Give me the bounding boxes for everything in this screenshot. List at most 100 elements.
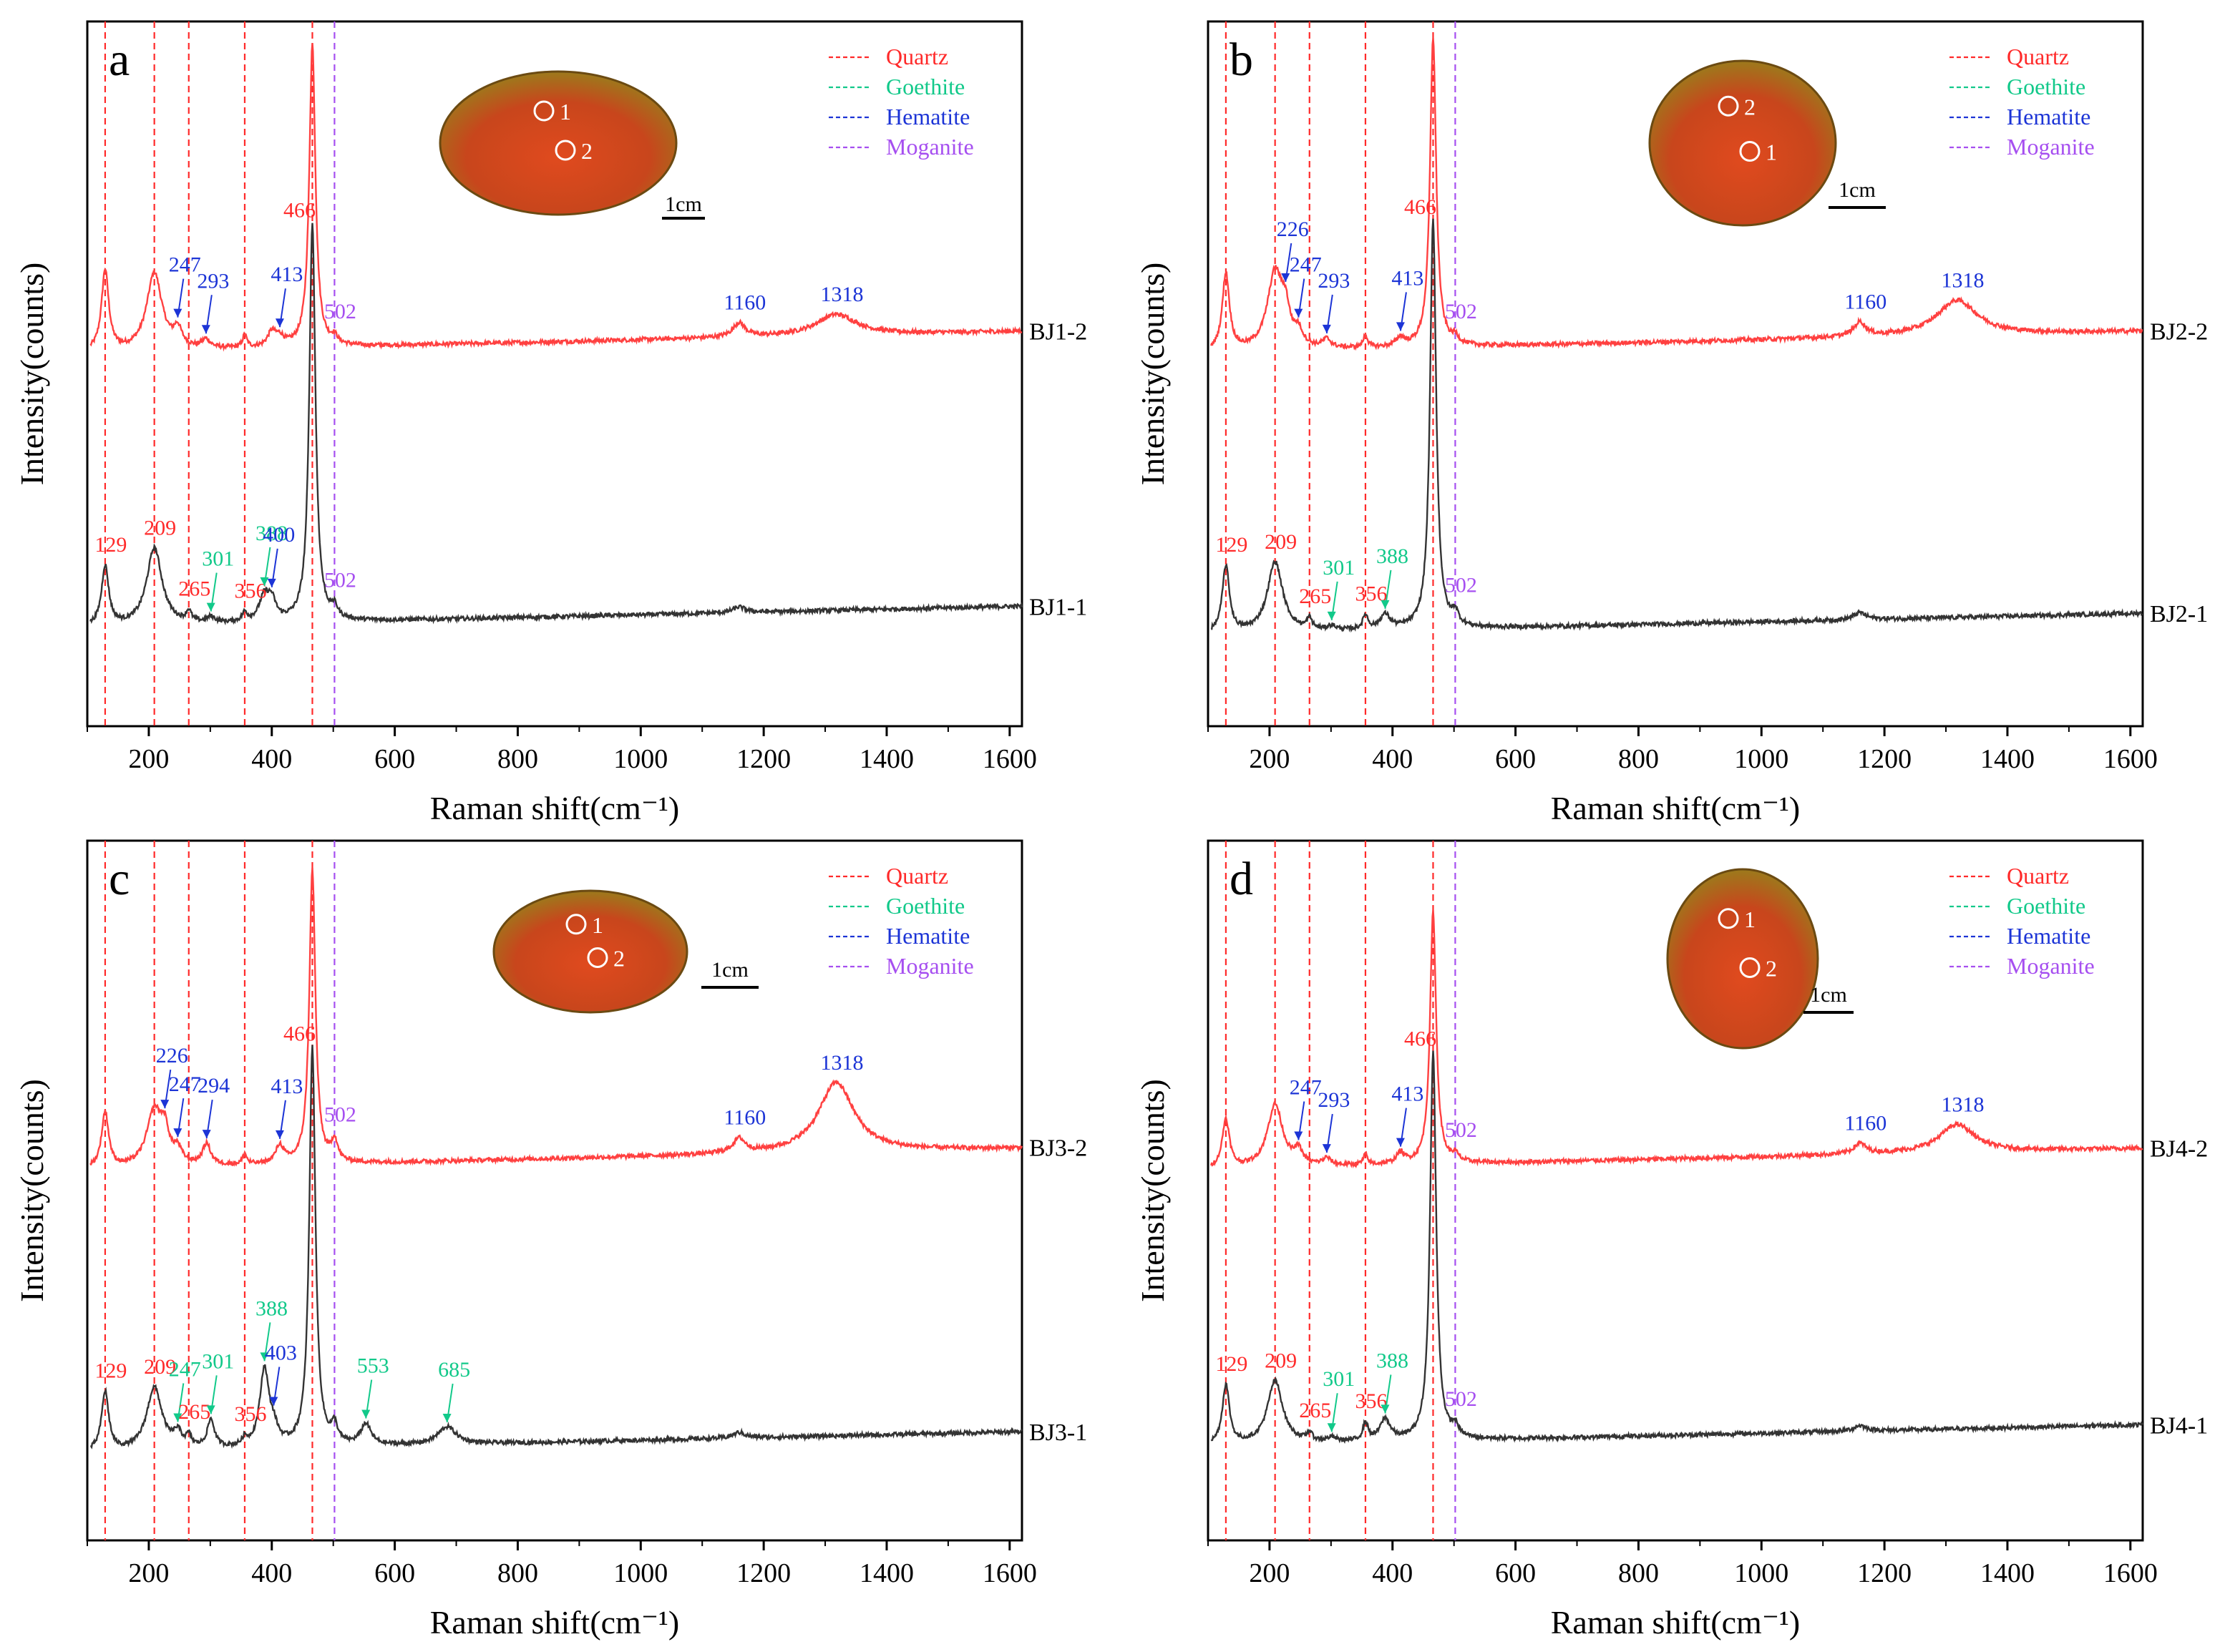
series-label-BJ3-1: BJ3-1	[1029, 1419, 1087, 1446]
peak-arrowhead	[361, 1409, 371, 1419]
legend-label-moganite: Moganite	[2007, 134, 2095, 160]
peak-arrowhead	[1396, 322, 1405, 331]
x-tick-label: 1400	[860, 744, 914, 774]
series-line-BJ4-1	[1210, 1050, 2144, 1445]
x-tick-label: 200	[128, 744, 169, 774]
plot-frame	[86, 839, 1023, 1542]
x-tick-label: 1200	[736, 1558, 791, 1588]
peak-label-502: 502	[1445, 1387, 1477, 1411]
peak-arrowhead	[1281, 273, 1290, 283]
legend-label-goethite: Goethite	[2007, 893, 2085, 919]
peak-label-265: 265	[1299, 585, 1331, 608]
plot-frame	[86, 20, 1023, 728]
sample-spot-label: 2	[613, 946, 625, 972]
peak-label-209: 209	[144, 1355, 176, 1379]
x-tick-label: 800	[1618, 1558, 1659, 1588]
peak-label-293: 293	[1318, 269, 1350, 293]
sample-spot	[565, 914, 587, 935]
x-tick-label: 600	[1495, 1558, 1536, 1588]
peak-arrowhead	[206, 1405, 215, 1414]
peak-label-403: 403	[265, 1341, 297, 1365]
legend-label-hematite: Hematite	[886, 104, 970, 129]
peak-label-502: 502	[324, 569, 356, 592]
peak-arrowhead	[173, 1413, 182, 1422]
y-axis-label: Intensity(counts)	[14, 263, 50, 486]
peak-label-466: 466	[1404, 1027, 1436, 1051]
legend-label-hematite: Hematite	[2007, 923, 2090, 949]
sample-spot-label: 1	[1744, 906, 1756, 932]
sample-photo: 21 1cm	[1648, 59, 1886, 227]
legend-label-quartz: Quartz	[886, 44, 948, 69]
scale-bar-label: 1cm	[1839, 178, 1876, 202]
peak-label-502: 502	[324, 1103, 356, 1127]
x-tick-label: 1200	[736, 744, 791, 774]
x-tick-label: 1400	[1980, 1558, 2035, 1588]
peak-arrowhead	[260, 1352, 269, 1362]
panel-label: d	[1230, 853, 1253, 905]
peak-label-265: 265	[178, 1400, 210, 1424]
peak-arrowhead	[160, 1100, 170, 1109]
x-axis-label: Raman shift(cm⁻¹)	[430, 1604, 679, 1641]
peak-label-502: 502	[1445, 1118, 1477, 1142]
peak-arrowhead	[267, 578, 276, 587]
peak-label-247: 247	[1290, 253, 1322, 277]
legend-label-quartz: Quartz	[2007, 44, 2069, 69]
peak-arrowhead	[1322, 1144, 1331, 1153]
peak-label-1160: 1160	[724, 1106, 766, 1130]
peak-label-265: 265	[178, 577, 210, 600]
peak-label-1318: 1318	[821, 283, 864, 306]
x-tick-label: 400	[1372, 1558, 1413, 1588]
sample-spot-label: 1	[560, 99, 571, 124]
series-label-BJ1-1: BJ1-1	[1029, 594, 1087, 620]
peak-label-294: 294	[198, 1074, 230, 1098]
peak-label-209: 209	[1265, 1349, 1297, 1373]
series-label-BJ2-2: BJ2-2	[2150, 318, 2208, 345]
x-tick-label: 200	[128, 1558, 169, 1588]
panel-label: a	[109, 34, 130, 86]
sample-spot-label: 1	[592, 912, 603, 938]
peak-label-247: 247	[169, 253, 201, 277]
series-line-BJ3-1	[90, 1045, 1023, 1450]
peak-arrowhead	[1294, 1131, 1303, 1140]
legend-label-moganite: Moganite	[886, 134, 974, 160]
peak-label-466: 466	[1404, 195, 1436, 219]
series-label-BJ2-1: BJ2-1	[2150, 601, 2208, 627]
x-tick-label: 800	[497, 1558, 538, 1588]
peak-label-413: 413	[271, 1075, 303, 1098]
x-tick-label: 1600	[983, 1558, 1037, 1588]
x-tick-label: 1600	[983, 744, 1037, 774]
y-axis-label: Intensity(counts)	[1134, 1079, 1171, 1302]
sample-spot-label: 2	[1766, 956, 1777, 982]
x-tick-label: 1600	[2103, 1558, 2158, 1588]
peak-label-413: 413	[1391, 266, 1423, 290]
peak-label-388: 388	[255, 1296, 288, 1320]
sample-photo: 12 1cm	[439, 70, 705, 220]
sample-spot	[1739, 957, 1761, 978]
peak-arrowhead	[1294, 308, 1303, 318]
peak-arrowhead	[173, 308, 182, 318]
x-tick-label: 600	[374, 744, 415, 774]
legend-label-hematite: Hematite	[2007, 104, 2090, 129]
peak-label-685: 685	[438, 1358, 470, 1382]
x-tick-label: 1600	[2103, 744, 2158, 774]
sample-spot-label: 2	[581, 138, 593, 164]
scale-bar-label: 1cm	[665, 192, 702, 216]
x-tick-label: 600	[374, 1558, 415, 1588]
y-axis-label: Intensity(counts)	[14, 1079, 50, 1302]
series-label-BJ4-1: BJ4-1	[2150, 1412, 2208, 1439]
sample-spot	[1718, 95, 1739, 117]
x-tick-label: 1000	[1734, 744, 1788, 774]
panel-label: b	[1230, 34, 1253, 86]
peak-label-129: 129	[1215, 1352, 1247, 1376]
peak-label-1160: 1160	[1844, 1111, 1886, 1135]
legend-label-quartz: Quartz	[2007, 863, 2069, 889]
peak-arrowhead	[1381, 1404, 1390, 1414]
peak-label-129: 129	[94, 533, 127, 557]
peak-label-356: 356	[1355, 1389, 1387, 1413]
x-tick-label: 600	[1495, 744, 1536, 774]
series-label-BJ4-2: BJ4-2	[2150, 1136, 2208, 1163]
peak-label-129: 129	[94, 1359, 127, 1383]
x-tick-label: 200	[1249, 1558, 1290, 1588]
series-line-BJ3-2	[89, 867, 1023, 1167]
series-line-BJ1-1	[89, 223, 1023, 626]
